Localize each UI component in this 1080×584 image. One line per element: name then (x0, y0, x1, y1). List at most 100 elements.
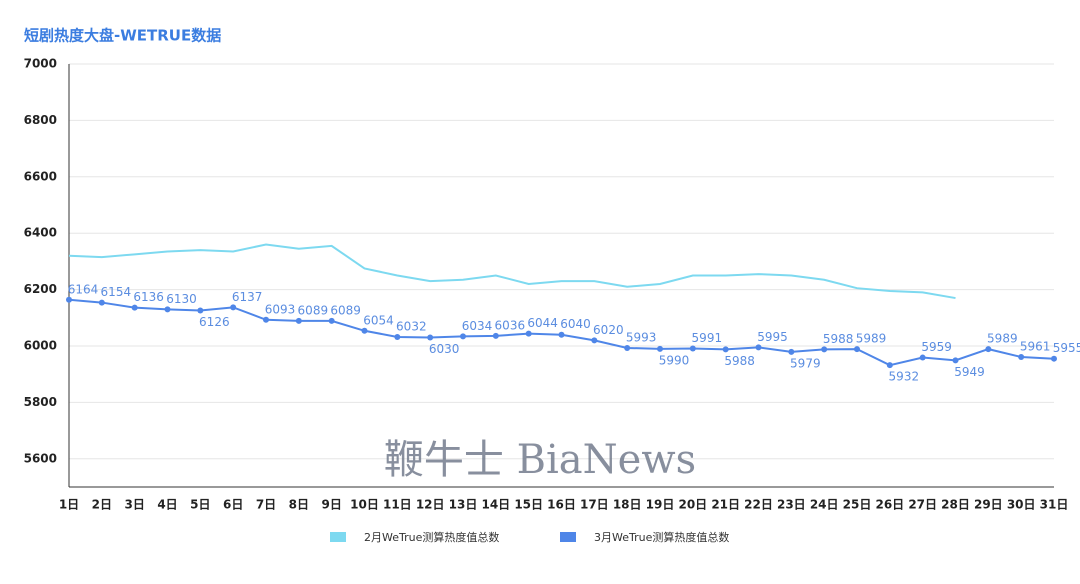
data-point (624, 344, 631, 351)
data-point (985, 346, 992, 353)
x-tick-label: 21日 (711, 498, 740, 512)
data-label: 6036 (495, 318, 526, 332)
x-tick-label: 4日 (157, 498, 177, 512)
data-point (295, 317, 302, 324)
y-tick-label: 5600 (24, 451, 57, 465)
data-point (98, 299, 105, 306)
x-tick-label: 5日 (190, 498, 210, 512)
data-label: 6034 (462, 319, 493, 333)
x-tick-label: 13日 (449, 498, 478, 512)
legend-swatch (330, 532, 346, 542)
data-label: 5932 (889, 370, 920, 384)
x-tick-label: 1日 (59, 498, 79, 512)
data-label: 6030 (429, 342, 460, 356)
x-tick-label: 9日 (321, 498, 341, 512)
legend-swatch (560, 532, 576, 542)
x-tick-label: 7日 (256, 498, 276, 512)
y-tick-label: 6400 (24, 226, 57, 240)
x-tick-label: 11日 (383, 498, 412, 512)
data-label: 5995 (757, 330, 788, 344)
data-point (821, 346, 828, 353)
x-tick-label: 20日 (678, 498, 707, 512)
data-point (230, 304, 237, 311)
series-line (68, 243, 956, 300)
x-tick-label: 28日 (941, 498, 970, 512)
legend-label: 3月WeTrue测算热度值总数 (594, 530, 729, 544)
x-tick-label: 8日 (289, 498, 309, 512)
x-tick-label: 16日 (547, 498, 576, 512)
x-tick-label: 14日 (481, 498, 510, 512)
data-label: 6130 (166, 292, 197, 306)
data-point (952, 357, 959, 364)
data-point (394, 333, 401, 340)
data-point (361, 327, 368, 334)
data-label: 5991 (692, 331, 723, 345)
data-point (1018, 353, 1025, 360)
x-tick-label: 23日 (777, 498, 806, 512)
data-label: 6054 (363, 313, 394, 327)
data-point (427, 334, 434, 341)
x-tick-label: 19日 (646, 498, 675, 512)
data-label: 5955 (1053, 341, 1080, 355)
y-tick-label: 5800 (24, 395, 57, 409)
data-label: 6136 (133, 290, 164, 304)
data-point (788, 348, 795, 355)
data-label: 6137 (232, 290, 263, 304)
x-tick-label: 18日 (613, 498, 642, 512)
data-label: 6089 (298, 303, 329, 317)
data-point (657, 345, 663, 352)
y-tick-label: 7000 (24, 57, 57, 71)
data-label: 6040 (560, 317, 591, 331)
data-label: 5993 (626, 330, 657, 344)
legend-label: 2月WeTrue测算热度值总数 (364, 530, 499, 544)
data-label: 5961 (1020, 339, 1051, 353)
x-tick-label: 12日 (416, 498, 445, 512)
x-tick-label: 3日 (124, 498, 144, 512)
data-label: 5989 (987, 332, 1018, 346)
data-label: 5988 (823, 332, 854, 346)
data-point (197, 307, 204, 314)
data-label: 5988 (724, 354, 755, 368)
x-tick-label: 24日 (810, 498, 839, 512)
y-tick-label: 6000 (24, 339, 57, 353)
data-point (460, 333, 466, 340)
data-point (328, 317, 335, 324)
data-label: 6126 (199, 315, 230, 329)
chart-title: 短剧热度大盘-WETRUE数据 (24, 27, 221, 45)
y-tick-label: 6800 (24, 113, 57, 127)
data-label: 6089 (330, 303, 361, 317)
y-tick-label: 6200 (24, 282, 57, 296)
data-point (1051, 355, 1057, 362)
x-tick-label: 17日 (580, 498, 609, 512)
data-point (558, 331, 565, 338)
data-label: 6044 (527, 316, 558, 330)
data-point (164, 306, 171, 313)
data-point (689, 345, 696, 352)
data-label: 5990 (659, 353, 690, 367)
data-label: 5989 (856, 332, 887, 346)
data-point (492, 332, 499, 339)
data-point (66, 296, 72, 303)
data-point (854, 346, 860, 353)
y-tick-label: 6600 (24, 169, 57, 183)
data-point (755, 344, 762, 351)
data-label: 6020 (593, 323, 624, 337)
data-label: 6093 (265, 302, 296, 316)
x-tick-label: 31日 (1040, 498, 1069, 512)
data-label: 5949 (954, 365, 985, 379)
data-point (131, 304, 138, 311)
data-label: 6164 (68, 282, 99, 296)
data-point (722, 346, 729, 353)
x-tick-label: 29日 (974, 498, 1003, 512)
x-tick-label: 6日 (223, 498, 243, 512)
x-tick-label: 15日 (514, 498, 543, 512)
data-label: 6154 (101, 285, 132, 299)
watermark: 鞭牛士 BiaNews (384, 437, 696, 483)
data-label: 5979 (790, 356, 821, 370)
x-tick-label: 30日 (1007, 498, 1036, 512)
data-label: 6032 (396, 319, 427, 333)
data-point (525, 330, 532, 337)
data-point (591, 337, 598, 344)
x-tick-label: 26日 (875, 498, 904, 512)
